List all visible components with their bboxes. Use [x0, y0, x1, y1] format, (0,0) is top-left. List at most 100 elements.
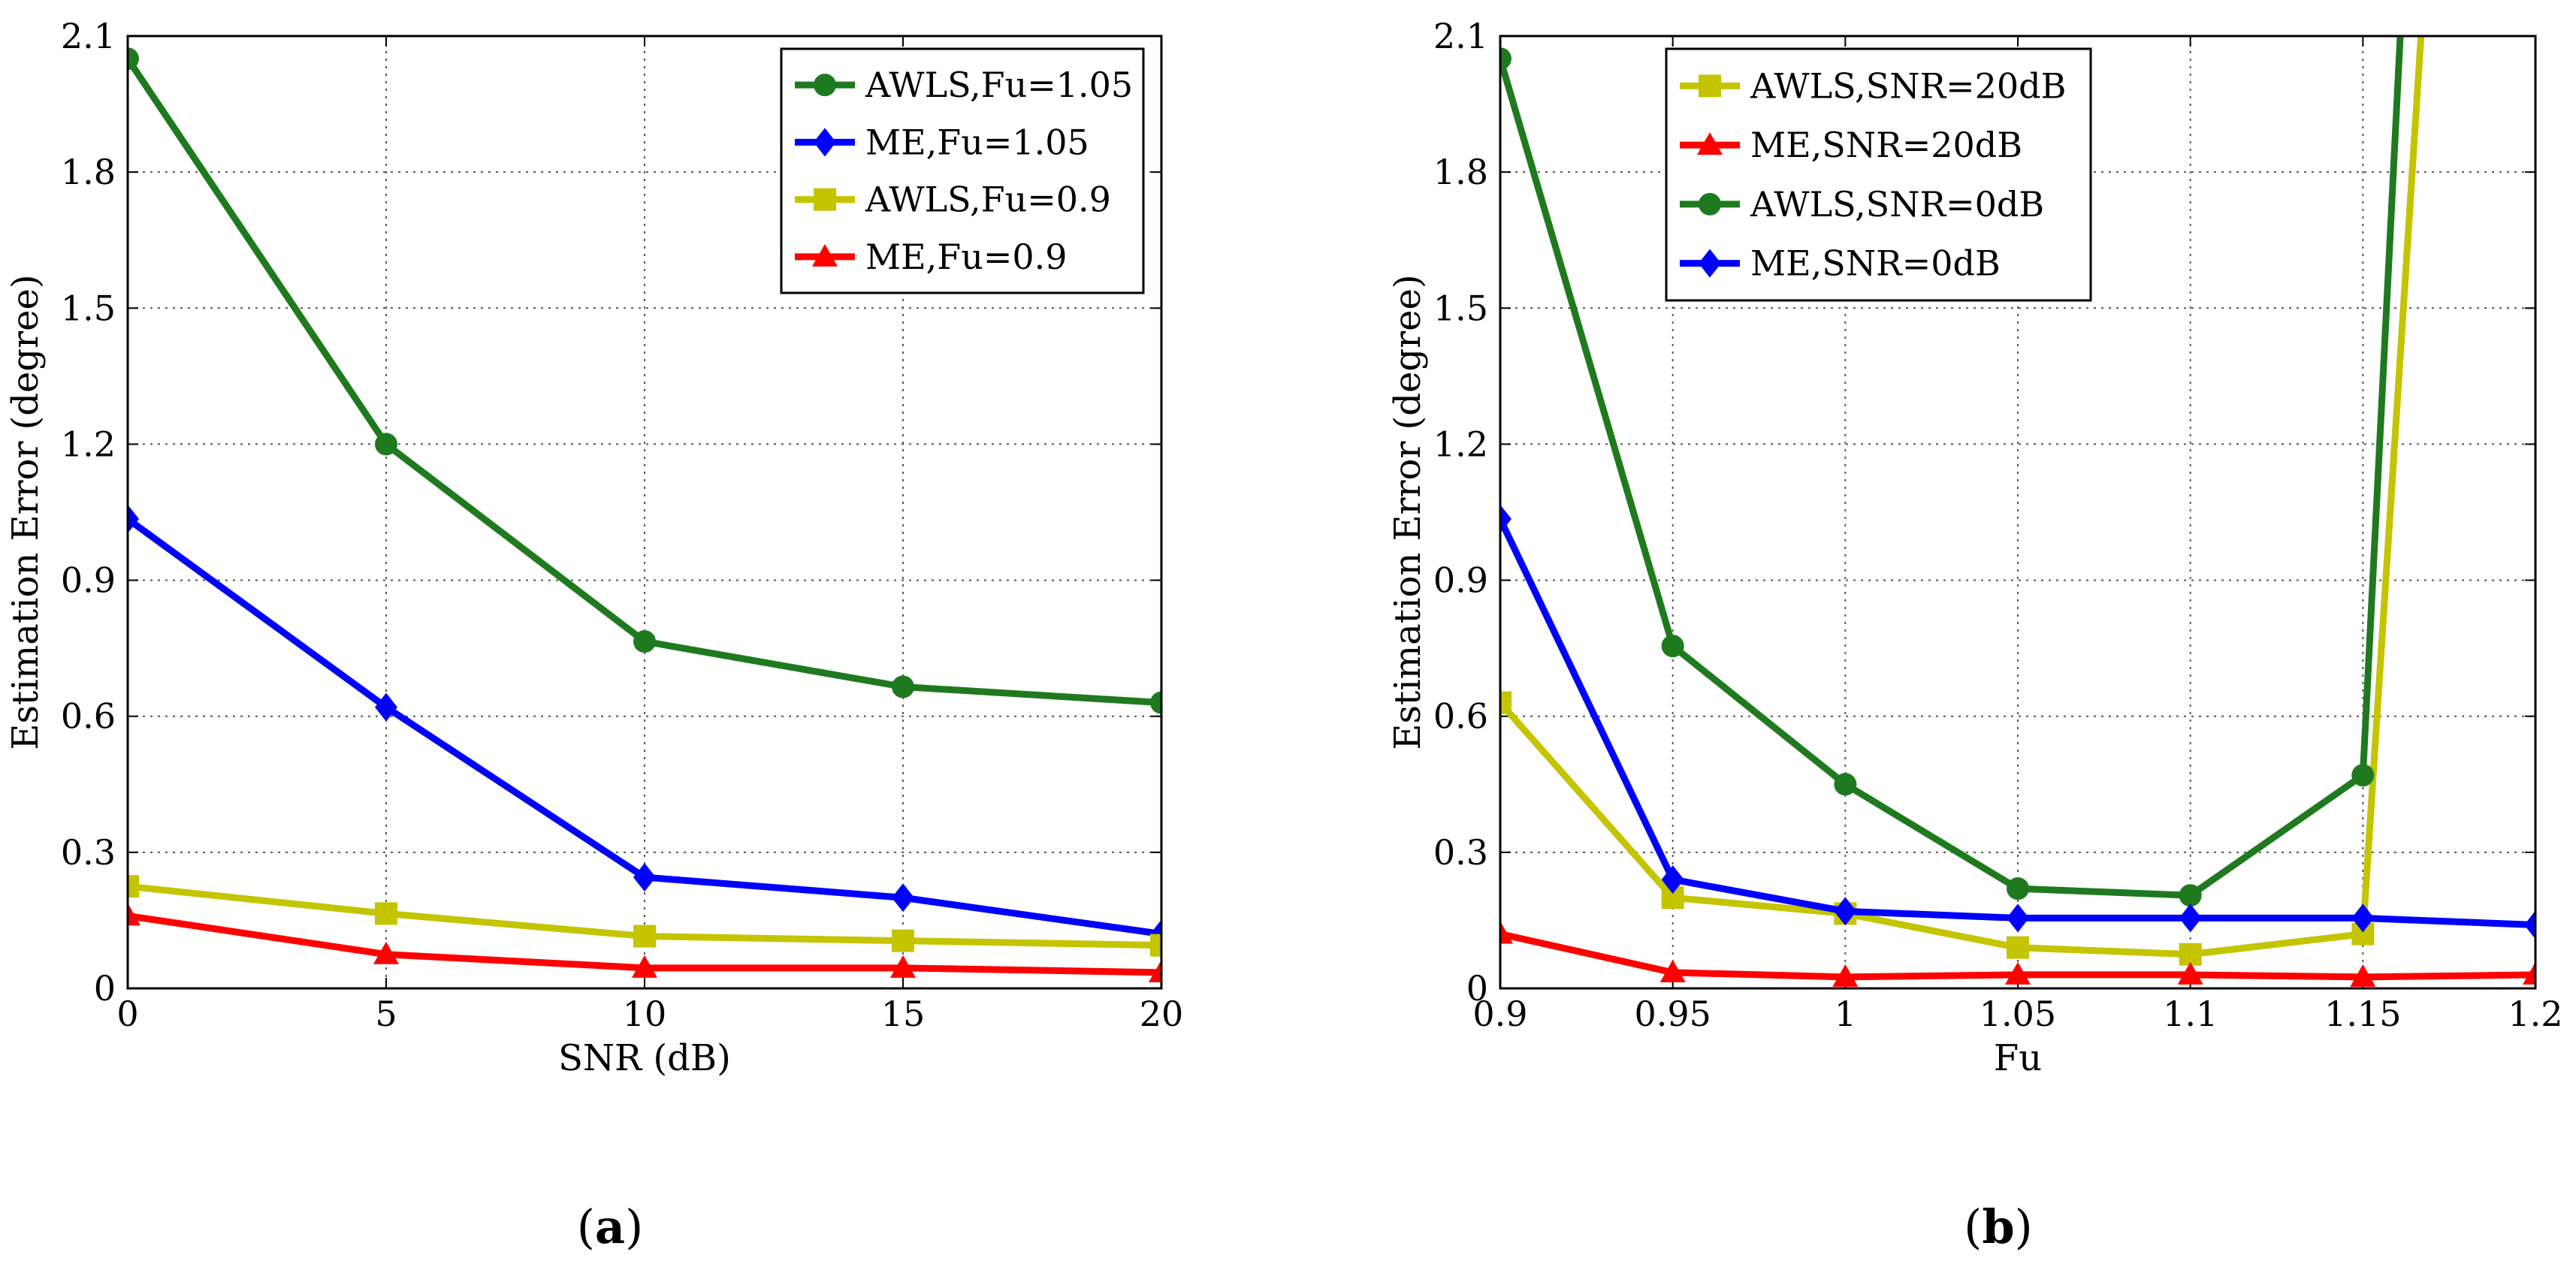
axes-frame — [126, 35, 1163, 990]
data-point-diamond — [2007, 903, 2029, 933]
y-tick-label: 1.2 — [61, 424, 116, 464]
y-tick-label: 1.5 — [61, 288, 116, 328]
data-point-diamond — [2179, 903, 2202, 933]
legend-entry-label: ME,Fu=1.05 — [865, 122, 1089, 162]
data-point-triangle — [128, 903, 140, 926]
data-point-diamond — [128, 505, 139, 534]
y-tick-label: 1.5 — [1433, 288, 1488, 328]
series-group — [1500, 36, 2535, 987]
data-point-square — [375, 902, 397, 925]
legend-swatch-circle — [1699, 192, 1721, 216]
legend-swatch-diamond — [814, 128, 836, 157]
data-point-circle — [1661, 635, 1684, 658]
x-tick-label: 1.1 — [2163, 994, 2218, 1034]
panel-caption-letter: b — [1982, 1199, 2014, 1254]
y-tick-label: 0.3 — [1433, 832, 1488, 873]
data-point-circle — [633, 630, 656, 653]
legend-entry-label: ME,Fu=0.9 — [865, 237, 1068, 277]
data-point-circle — [2351, 764, 2375, 787]
data-point-triangle — [890, 955, 916, 978]
data-point-diamond — [2351, 903, 2375, 933]
data-point-square — [633, 925, 656, 948]
y-tick-label: 2.1 — [1433, 16, 1488, 56]
data-point-square — [2007, 936, 2029, 959]
legend-swatch-circle — [814, 74, 836, 97]
legend-swatch-diamond — [1699, 249, 1721, 278]
y-tick-label: 1.8 — [1433, 152, 1488, 192]
data-point-triangle — [1832, 964, 1859, 987]
axes-frame — [1499, 35, 2537, 990]
legend-swatch-triangle — [812, 243, 838, 267]
data-point-triangle — [632, 955, 657, 978]
x-tick-label: 1 — [1835, 994, 1856, 1034]
y-tick-label: 1.2 — [1433, 424, 1488, 464]
legend-box — [780, 47, 1145, 294]
panel-caption: (a) — [577, 1199, 644, 1254]
y-tick-label: 0.6 — [1433, 696, 1488, 737]
data-point-diamond — [633, 863, 656, 892]
y-tick-label: 0.6 — [61, 696, 116, 737]
panel-caption-open: ( — [1964, 1199, 1982, 1254]
data-point-triangle — [2523, 961, 2535, 985]
y-tick-label: 2.1 — [61, 16, 116, 56]
legend-entry-label: AWLS,SNR=0dB — [1750, 184, 2044, 225]
data-point-circle — [1834, 773, 1857, 796]
legend-entry-label: AWLS,Fu=0.9 — [865, 179, 1111, 220]
x-tick-label: 20 — [1140, 994, 1184, 1034]
data-point-diamond — [1834, 897, 1857, 926]
y-tick-label: 0 — [94, 968, 116, 1009]
data-point-circle — [2007, 877, 2029, 900]
legend-entry-label: AWLS,Fu=1.05 — [865, 65, 1133, 105]
panel-caption-letter: a — [595, 1199, 625, 1254]
x-axis-label: Fu — [1994, 1037, 2042, 1079]
data-point-diamond — [1661, 865, 1684, 894]
data-point-diamond — [1500, 505, 1511, 534]
data-point-circle — [2179, 884, 2202, 907]
y-tick-label: 0.9 — [1433, 560, 1488, 601]
data-point-diamond — [2524, 910, 2535, 940]
data-point-triangle — [1659, 959, 1686, 982]
y-axis-label: Estimation Error (degree) — [5, 274, 47, 750]
data-point-circle — [892, 675, 914, 698]
legend-box — [1665, 47, 2092, 302]
x-tick-label: 5 — [375, 994, 397, 1034]
data-point-square — [2179, 943, 2202, 966]
panel-caption: (b) — [1964, 1199, 2033, 1254]
data-point-triangle — [2350, 964, 2376, 987]
series-group — [128, 47, 1161, 982]
panel-caption-open: ( — [577, 1199, 595, 1254]
panel-caption-close: ) — [2015, 1199, 2033, 1254]
legend-swatch-triangle — [1697, 132, 1723, 155]
x-tick-label: 0 — [116, 994, 138, 1034]
panel-caption-close: ) — [625, 1199, 643, 1254]
x-tick-label: 1.15 — [2324, 994, 2401, 1034]
y-tick-label: 0.9 — [61, 560, 116, 601]
legend-swatch-square — [1699, 74, 1721, 98]
data-point-square — [128, 875, 139, 898]
data-point-triangle — [2177, 961, 2203, 985]
y-tick-label: 0 — [1466, 968, 1488, 1009]
data-point-triangle — [1149, 959, 1161, 982]
data-point-triangle — [2005, 961, 2031, 985]
data-point-triangle — [373, 941, 399, 964]
x-axis-label: SNR (dB) — [558, 1037, 731, 1079]
legend-swatch-square — [814, 188, 836, 211]
legend-entry-label: ME,SNR=0dB — [1750, 243, 2001, 284]
chart-panel-a: 0 5 10 15 20 0 0.3 0.6 0.9 1.2 1.5 1.8 2.1 SNR (dB) Es… — [5, 16, 1183, 1254]
x-tick-label: 0.95 — [1634, 994, 1711, 1034]
data-point-diamond — [892, 883, 914, 913]
x-tick-label: 1.2 — [2508, 994, 2562, 1034]
x-tick-label: 15 — [881, 994, 926, 1034]
data-point-triangle — [1500, 921, 1513, 944]
data-point-circle — [128, 47, 139, 71]
x-tick-label: 10 — [623, 994, 667, 1034]
data-point-diamond — [375, 692, 397, 722]
chart-panel-b: 0.9 0.95 1 1.05 1.1 1.15 1.2 0 0.3 0.6 0.9 1.2 1.5 1.… — [1387, 16, 2563, 1254]
x-tick-label: 0.9 — [1472, 994, 1527, 1034]
y-tick-label: 0.3 — [61, 832, 116, 873]
data-point-square — [892, 929, 914, 952]
data-point-circle — [1150, 691, 1161, 714]
y-tick-label: 1.8 — [61, 152, 116, 192]
data-point-square — [1500, 691, 1511, 714]
